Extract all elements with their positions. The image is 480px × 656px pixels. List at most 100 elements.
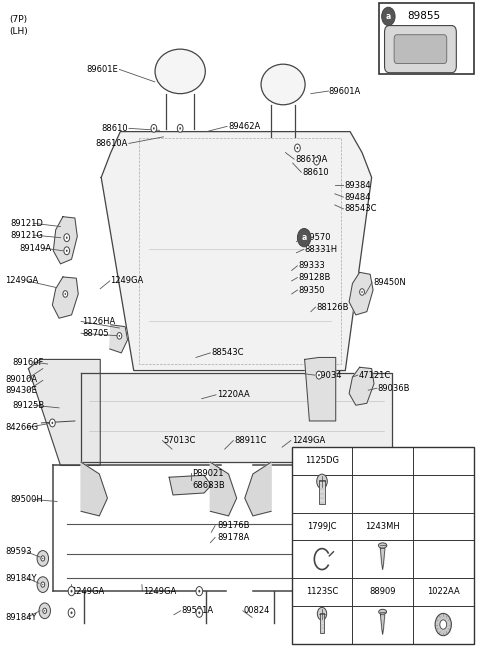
FancyBboxPatch shape bbox=[394, 35, 447, 64]
Circle shape bbox=[177, 125, 183, 133]
Text: 89601E: 89601E bbox=[86, 65, 118, 74]
Text: 89450N: 89450N bbox=[373, 277, 406, 287]
Circle shape bbox=[314, 157, 320, 165]
Text: 89601A: 89601A bbox=[328, 87, 361, 96]
Text: 89149A: 89149A bbox=[20, 243, 52, 253]
Text: 89176B: 89176B bbox=[217, 522, 250, 530]
Circle shape bbox=[64, 247, 70, 255]
Text: 89121G: 89121G bbox=[10, 230, 43, 239]
Circle shape bbox=[65, 293, 66, 295]
Circle shape bbox=[361, 291, 363, 293]
Text: 88909: 88909 bbox=[370, 587, 396, 596]
Text: 57013C: 57013C bbox=[163, 436, 196, 445]
Text: a: a bbox=[301, 233, 307, 242]
Text: 89591A: 89591A bbox=[181, 606, 214, 615]
FancyBboxPatch shape bbox=[384, 26, 456, 73]
Text: (7P)
(LH): (7P) (LH) bbox=[9, 15, 28, 36]
Text: 89128B: 89128B bbox=[299, 273, 331, 282]
Circle shape bbox=[435, 613, 451, 636]
Text: 84266G: 84266G bbox=[5, 423, 38, 432]
Text: 89184Y: 89184Y bbox=[5, 573, 37, 583]
Polygon shape bbox=[81, 462, 108, 516]
Polygon shape bbox=[81, 373, 392, 462]
Ellipse shape bbox=[155, 49, 205, 94]
Text: 1249GA: 1249GA bbox=[72, 586, 105, 596]
Text: 88610A: 88610A bbox=[95, 139, 128, 148]
Text: 89034: 89034 bbox=[316, 371, 342, 380]
Text: 89484: 89484 bbox=[344, 193, 371, 201]
Bar bbox=[379, 3, 474, 74]
Text: 89178A: 89178A bbox=[217, 533, 250, 542]
Circle shape bbox=[42, 584, 43, 585]
Text: 88911C: 88911C bbox=[234, 436, 266, 445]
Text: 89125B: 89125B bbox=[12, 401, 45, 410]
Text: 1126HA: 1126HA bbox=[82, 317, 115, 326]
Circle shape bbox=[295, 144, 300, 152]
Circle shape bbox=[418, 44, 426, 54]
Circle shape bbox=[153, 127, 155, 129]
Text: 89333: 89333 bbox=[299, 261, 325, 270]
Circle shape bbox=[66, 249, 68, 252]
Circle shape bbox=[66, 236, 68, 239]
Circle shape bbox=[37, 550, 48, 566]
Polygon shape bbox=[245, 462, 271, 516]
Polygon shape bbox=[349, 367, 374, 405]
Ellipse shape bbox=[378, 543, 387, 548]
Text: 89570: 89570 bbox=[305, 233, 331, 242]
Circle shape bbox=[71, 611, 72, 614]
Text: 88610: 88610 bbox=[101, 124, 128, 133]
Text: 1249GA: 1249GA bbox=[144, 586, 177, 596]
Polygon shape bbox=[169, 476, 211, 495]
Circle shape bbox=[198, 611, 200, 614]
Text: 88610A: 88610A bbox=[295, 155, 327, 163]
Text: 00824: 00824 bbox=[244, 606, 270, 615]
Circle shape bbox=[196, 586, 203, 596]
Text: 88543C: 88543C bbox=[211, 348, 244, 358]
Bar bbox=[292, 447, 474, 644]
Text: 88331H: 88331H bbox=[305, 245, 338, 254]
Text: 1249GA: 1249GA bbox=[110, 276, 143, 285]
Text: 89384: 89384 bbox=[344, 181, 371, 190]
Ellipse shape bbox=[261, 64, 305, 105]
Text: 88610: 88610 bbox=[302, 168, 329, 176]
Text: 89462A: 89462A bbox=[228, 122, 260, 131]
Circle shape bbox=[117, 333, 122, 339]
Circle shape bbox=[318, 374, 320, 377]
Text: a: a bbox=[386, 12, 391, 21]
Text: 89593: 89593 bbox=[5, 547, 32, 556]
Circle shape bbox=[51, 422, 53, 424]
Polygon shape bbox=[381, 615, 385, 634]
Circle shape bbox=[37, 577, 48, 592]
Circle shape bbox=[68, 586, 75, 596]
Circle shape bbox=[317, 474, 327, 489]
Bar bbox=[319, 480, 324, 504]
Text: 89036B: 89036B bbox=[378, 384, 410, 393]
Text: 47121C: 47121C bbox=[359, 371, 391, 380]
Text: 89121D: 89121D bbox=[10, 218, 43, 228]
Ellipse shape bbox=[379, 609, 386, 614]
Bar bbox=[320, 613, 324, 634]
Circle shape bbox=[41, 582, 45, 587]
Circle shape bbox=[360, 289, 364, 295]
Text: 88705: 88705 bbox=[82, 329, 108, 338]
Text: 89430E: 89430E bbox=[5, 386, 37, 396]
Circle shape bbox=[198, 590, 200, 592]
Circle shape bbox=[317, 607, 327, 620]
Text: 1220AA: 1220AA bbox=[217, 390, 250, 400]
Circle shape bbox=[43, 608, 47, 613]
Circle shape bbox=[440, 620, 447, 629]
Circle shape bbox=[63, 291, 68, 297]
Polygon shape bbox=[380, 548, 385, 569]
Circle shape bbox=[151, 125, 157, 133]
Polygon shape bbox=[28, 359, 100, 466]
Circle shape bbox=[382, 7, 395, 26]
Circle shape bbox=[421, 48, 423, 51]
Polygon shape bbox=[342, 462, 368, 516]
Text: 1249GA: 1249GA bbox=[292, 436, 325, 445]
Circle shape bbox=[71, 590, 72, 592]
Circle shape bbox=[316, 371, 322, 379]
Text: 1123SC: 1123SC bbox=[306, 587, 338, 596]
Text: P89021: P89021 bbox=[192, 469, 224, 478]
Polygon shape bbox=[53, 216, 77, 264]
Text: 89500H: 89500H bbox=[10, 495, 43, 504]
